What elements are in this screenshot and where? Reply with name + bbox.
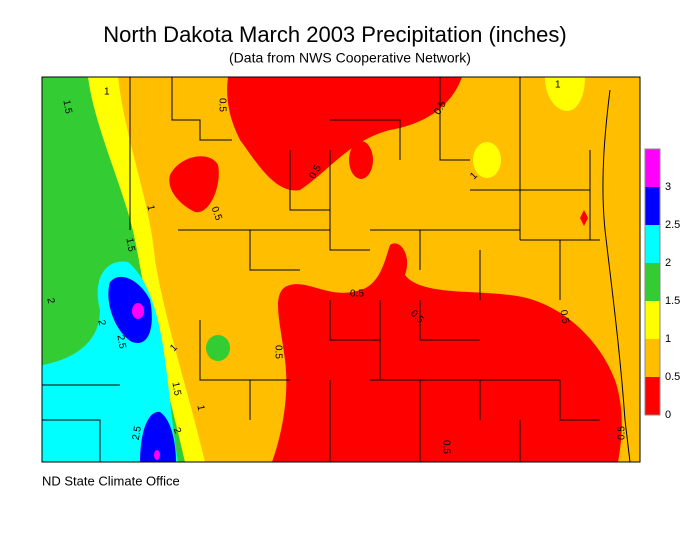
footer-credit: ND State Climate Office (42, 473, 180, 488)
legend-swatch (645, 225, 660, 263)
legend-swatch (645, 301, 660, 339)
map-frame (41, 76, 641, 463)
legend-label: 1 (665, 333, 671, 345)
region-red (169, 156, 219, 213)
region-yellow (545, 77, 585, 111)
region-red (227, 77, 462, 191)
map-title: North Dakota March 2003 Precipitation (i… (103, 22, 566, 47)
contour-labels: 1.5 1 0.5 0.5 0.5 0.5 1 1.5 1 2 2 2.5 1.… (44, 80, 627, 455)
contour-label: 1 (104, 87, 110, 98)
contour-label: 0.5 (216, 98, 227, 112)
legend-swatch (645, 377, 660, 415)
legend-swatch (645, 187, 660, 225)
contour-label: 0.5 (209, 205, 224, 222)
region-red (272, 243, 622, 462)
contour-label: 1.5 (169, 381, 182, 397)
legend: 0 0.5 1 1.5 2 2.5 3 (644, 148, 680, 421)
legend-swatch (645, 263, 660, 301)
region-blue (108, 276, 152, 343)
legend-label: 2 (665, 257, 671, 269)
region-blue (140, 411, 176, 462)
map: 1.5 1 0.5 0.5 0.5 0.5 1 1.5 1 2 2 2.5 1.… (41, 76, 641, 463)
region-green (206, 335, 230, 361)
legend-swatch (645, 149, 660, 187)
legend-label: 0 (665, 409, 671, 421)
legend-label: 1.5 (665, 295, 680, 307)
legend-swatch (645, 339, 660, 377)
contour-label: 2 (171, 426, 183, 435)
contour-label: 1.5 (60, 99, 73, 115)
region-magenta (132, 303, 144, 319)
contour-label: 0.5 (617, 426, 628, 440)
legend-label: 3 (665, 181, 671, 193)
region-red (349, 141, 373, 179)
county-lines (42, 77, 631, 462)
contour-label: 1 (144, 204, 156, 212)
contour-label: 1.5 (123, 237, 136, 253)
region-yellow (473, 142, 501, 178)
legend-label: 2.5 (665, 219, 680, 231)
contour-label: 0.5 (272, 345, 283, 359)
map-subtitle: (Data from NWS Cooperative Network) (229, 50, 471, 66)
contour-label: 2.5 (114, 334, 127, 350)
region-magenta (154, 450, 160, 460)
contour-label: 0.5 (557, 309, 570, 325)
contour-label: 0.5 (440, 440, 451, 454)
contour-label: 2.5 (131, 425, 144, 441)
legend-label: 0.5 (665, 371, 680, 383)
contour-label: 1 (194, 404, 206, 412)
region-red (580, 210, 588, 226)
contour-label: 2 (44, 297, 56, 305)
contour-label: 0.5 (350, 289, 364, 300)
contour-label: 1 (555, 80, 561, 91)
legend-frame (644, 148, 661, 416)
contour-label: 2 (95, 319, 107, 327)
